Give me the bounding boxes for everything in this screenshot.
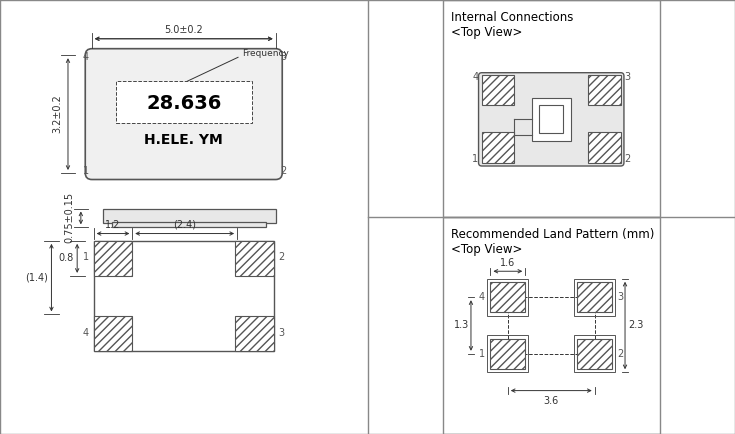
Text: Frequency: Frequency: [243, 49, 290, 58]
Bar: [93, 241, 132, 276]
Bar: [577, 339, 612, 369]
Text: 2: 2: [617, 349, 624, 359]
Text: (2.4): (2.4): [173, 220, 196, 230]
Bar: [103, 209, 276, 223]
Bar: [539, 105, 563, 134]
Text: 0.75±0.15: 0.75±0.15: [65, 192, 75, 243]
Text: 2.3: 2.3: [628, 320, 644, 331]
Text: 1.6: 1.6: [501, 258, 515, 268]
Text: 2: 2: [624, 155, 630, 164]
Bar: [442, 0, 660, 217]
Bar: [588, 75, 620, 105]
Text: 4: 4: [473, 72, 478, 82]
Bar: [531, 98, 571, 141]
Bar: [93, 241, 273, 351]
Text: 5.0±0.2: 5.0±0.2: [165, 25, 203, 35]
Bar: [442, 217, 660, 434]
Text: 28.636: 28.636: [146, 94, 221, 113]
Text: 3: 3: [280, 52, 286, 62]
Text: 1: 1: [473, 155, 478, 164]
Bar: [487, 335, 528, 372]
Bar: [482, 75, 514, 105]
Text: 1.3: 1.3: [453, 320, 469, 331]
Text: 2: 2: [279, 253, 285, 263]
Bar: [487, 279, 528, 316]
Text: (1.4): (1.4): [25, 273, 48, 283]
Text: 1: 1: [83, 253, 89, 263]
Bar: [490, 282, 526, 312]
Text: 1: 1: [83, 166, 89, 176]
Bar: [574, 279, 615, 316]
Bar: [490, 339, 526, 369]
Bar: [116, 81, 251, 123]
Text: Internal Connections
<Top View>: Internal Connections <Top View>: [451, 11, 574, 39]
Text: 0.8: 0.8: [58, 253, 74, 263]
Bar: [574, 335, 615, 372]
Text: H.ELE. YM: H.ELE. YM: [144, 133, 223, 147]
Text: 3: 3: [624, 72, 630, 82]
Text: 2: 2: [280, 166, 287, 176]
Text: 3.6: 3.6: [544, 396, 559, 406]
FancyBboxPatch shape: [478, 72, 624, 166]
Bar: [93, 316, 132, 351]
Text: 3.2±0.2: 3.2±0.2: [52, 95, 62, 134]
Text: 3: 3: [617, 292, 623, 302]
Bar: [577, 282, 612, 312]
Text: 1.2: 1.2: [105, 220, 121, 230]
Bar: [588, 132, 620, 163]
Text: 4: 4: [479, 292, 485, 302]
Bar: [482, 132, 514, 163]
Bar: [235, 241, 273, 276]
FancyBboxPatch shape: [85, 49, 282, 180]
Text: 3: 3: [279, 329, 284, 339]
Bar: [235, 316, 273, 351]
Text: 4: 4: [83, 52, 89, 62]
Text: 1: 1: [479, 349, 485, 359]
Text: Recommended Land Pattern (mm)
<Top View>: Recommended Land Pattern (mm) <Top View>: [451, 228, 655, 256]
Text: 4: 4: [83, 329, 89, 339]
Bar: [112, 222, 266, 227]
